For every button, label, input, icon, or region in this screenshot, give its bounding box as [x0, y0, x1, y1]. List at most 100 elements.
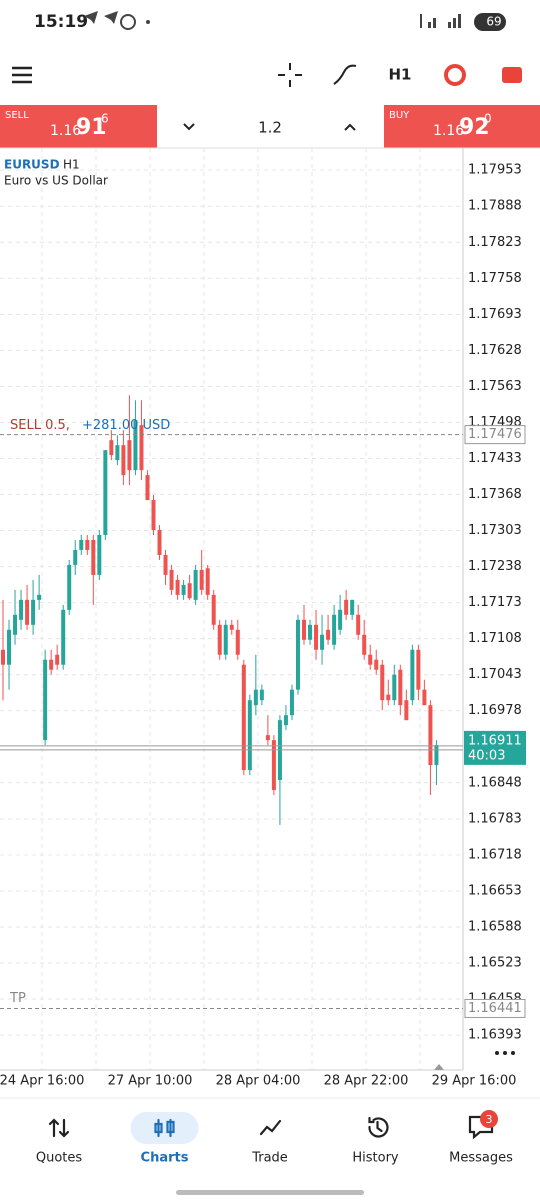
chart[interactable]: 1.17953 1.17888 1.17823 1.17758 1.17693 1.176…	[0, 148, 526, 1089]
battery-level: 69	[486, 15, 501, 29]
candle-body	[13, 614, 18, 635]
y-tick-label: 1.17173	[468, 595, 522, 610]
sell-price-prefix: 1.16	[50, 123, 81, 139]
x-tick-label: 28 Apr 22:00	[324, 1074, 409, 1089]
y-tick-label: 1.16848	[468, 775, 522, 790]
more-dot[interactable]	[511, 1051, 515, 1055]
more-dot[interactable]	[503, 1051, 507, 1055]
buy-price-prefix: 1.16	[433, 123, 464, 139]
bar-timer: 40:03	[468, 748, 505, 763]
candle-body	[410, 649, 415, 701]
y-tick-label: 1.17108	[468, 631, 522, 646]
menu-button[interactable]	[12, 66, 32, 84]
candle-body	[211, 594, 216, 625]
candle-body	[49, 659, 54, 670]
candle-body	[404, 700, 409, 721]
buy-price-pips: 92	[459, 115, 490, 140]
candle-body	[7, 629, 12, 665]
y-tick-label: 1.17368	[468, 487, 522, 502]
candle-body	[31, 599, 36, 625]
nav-label[interactable]: Trade	[251, 1151, 288, 1166]
candle-body	[169, 569, 174, 590]
candle-body	[368, 654, 373, 665]
y-tick-label: 1.16393	[468, 1028, 522, 1043]
candle-body	[187, 583, 192, 599]
candle-body	[398, 669, 403, 706]
position-price-box	[464, 425, 526, 445]
candle-body	[338, 609, 343, 630]
nav-label[interactable]: History	[352, 1151, 399, 1166]
bottom-nav: Quotes Charts Trade History Messages 3	[36, 1110, 513, 1166]
buy-button[interactable]	[384, 105, 540, 148]
trade-button[interactable]	[444, 64, 466, 86]
candle-body	[73, 549, 78, 565]
active-tab-indicator	[130, 1112, 199, 1144]
scroll-marker	[434, 1064, 444, 1070]
candle-body	[422, 689, 427, 706]
y-tick-label: 1.17758	[468, 271, 522, 286]
candle-body	[247, 700, 252, 771]
indicators-button[interactable]	[333, 64, 357, 85]
y-tick-label: 1.17433	[468, 451, 522, 466]
status-time: 15:19	[34, 12, 88, 32]
candle-body	[362, 634, 367, 655]
y-tick-label: 1.17823	[468, 235, 522, 250]
candle-body	[392, 674, 397, 701]
candle-body	[175, 579, 180, 595]
y-tick-label: 1.17693	[468, 307, 522, 322]
candle-body	[302, 619, 306, 640]
candle-body	[205, 568, 210, 595]
candle-body	[19, 599, 24, 620]
y-tick-label: 1.17238	[468, 559, 522, 574]
y-tick-label: 1.16588	[468, 919, 522, 934]
volume-down[interactable]	[183, 123, 195, 131]
candle-body	[344, 599, 349, 615]
y-tick-label: 1.16783	[468, 811, 522, 826]
y-tick-label: 1.16978	[468, 703, 522, 718]
nav-label[interactable]: Quotes	[36, 1151, 83, 1166]
status-icons	[84, 11, 506, 31]
toolbar	[12, 63, 522, 87]
signals-button[interactable]	[502, 67, 522, 83]
candle-body	[103, 450, 108, 535]
timeframe-button[interactable]: H1	[389, 66, 412, 84]
candle-body	[386, 694, 391, 701]
candle-body	[350, 599, 355, 615]
nav-icon	[154, 1118, 175, 1138]
y-tick-label: 1.17628	[468, 343, 522, 358]
nav-label[interactable]: Charts	[141, 1151, 189, 1166]
y-tick-label: 1.16653	[468, 883, 522, 898]
candle-body	[157, 529, 162, 555]
candle-body	[67, 564, 72, 610]
buy-label: BUY	[389, 110, 410, 121]
crosshair-button[interactable]	[278, 63, 302, 87]
volume[interactable]: 1.2	[258, 119, 282, 137]
candle-body	[151, 500, 156, 530]
y-tick-label: 1.17953	[468, 163, 522, 178]
candle-body	[1, 649, 5, 665]
candle-body	[356, 614, 361, 635]
chart-timeframe: H1	[63, 158, 80, 172]
y-tick-label: 1.16523	[468, 955, 522, 970]
more-dot[interactable]	[495, 1051, 499, 1055]
candle-body	[289, 689, 294, 716]
nav-label[interactable]: Messages	[449, 1151, 513, 1166]
sell-label: SELL	[5, 110, 29, 121]
candle-body	[181, 584, 186, 595]
candle-body	[109, 440, 114, 456]
x-tick-label: 28 Apr 04:00	[216, 1074, 301, 1089]
candle-body	[79, 539, 84, 550]
candle-body	[416, 649, 421, 690]
position-profit: +281.00 USD	[82, 418, 170, 433]
candle-body	[326, 629, 331, 640]
sell-button[interactable]	[0, 105, 157, 148]
y-tick-label: 1.17043	[468, 667, 522, 682]
candle-body	[434, 745, 439, 766]
y-tick-label: 1.17888	[468, 199, 522, 214]
candle-body	[428, 705, 433, 766]
candle-body	[43, 659, 48, 741]
badge-count: 3	[486, 1113, 493, 1126]
volume-up[interactable]	[344, 123, 356, 131]
buy-price-fraction: 0	[484, 112, 492, 126]
